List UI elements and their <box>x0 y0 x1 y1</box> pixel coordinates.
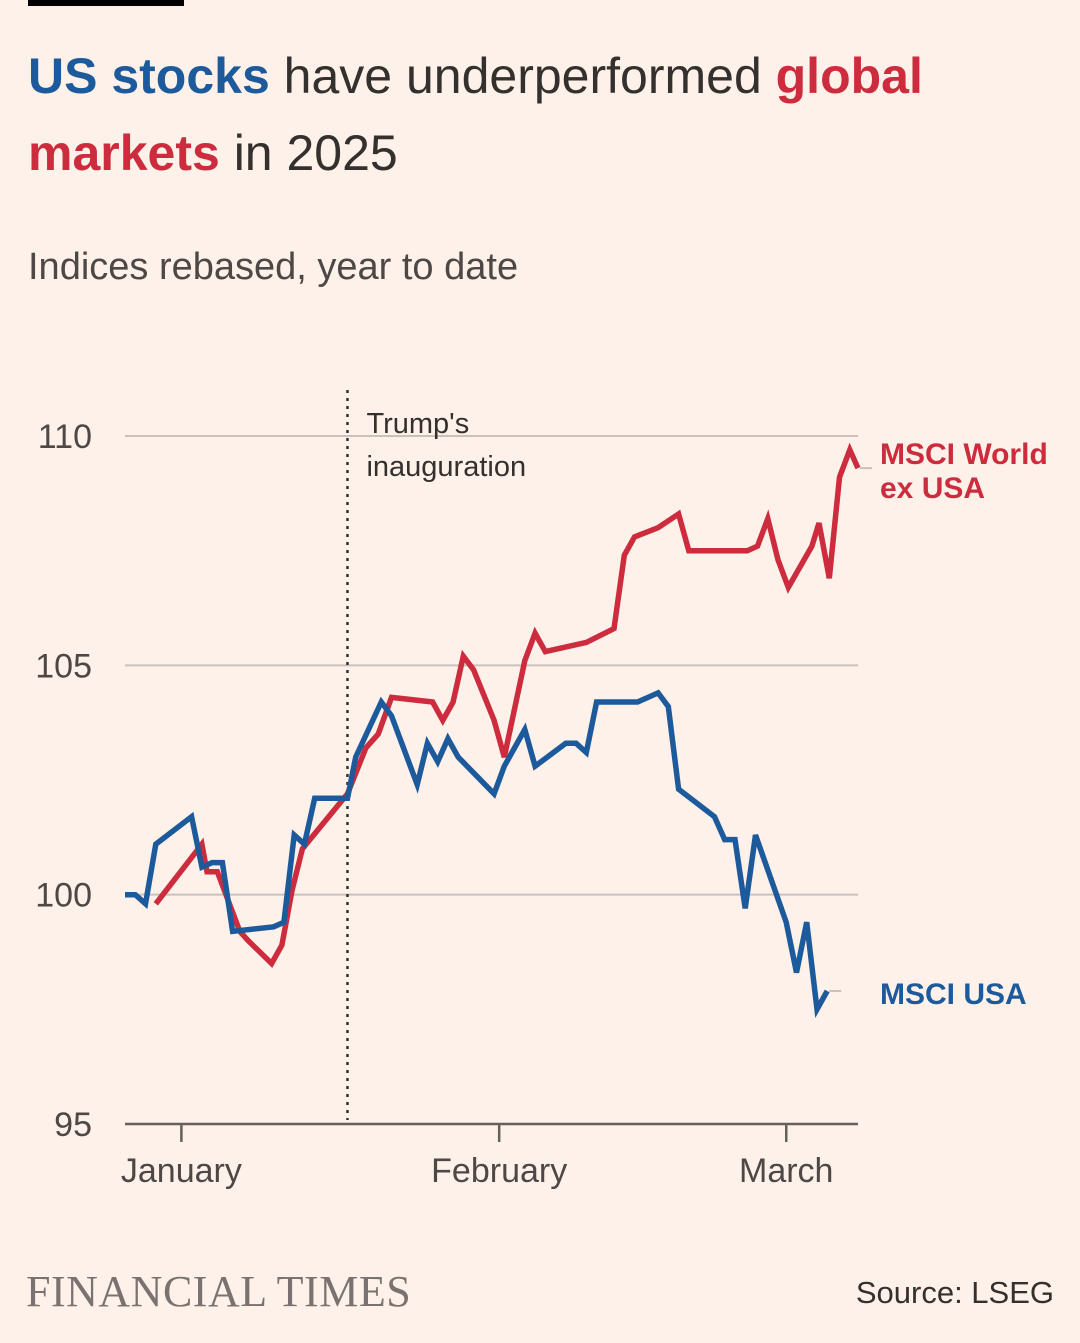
chart-subtitle: Indices rebased, year to date <box>28 246 519 288</box>
y-tick-label-100: 100 <box>35 877 92 915</box>
series-line-msci-usa <box>125 689 830 1019</box>
x-tick-label-january: January <box>121 1152 242 1190</box>
source-note: Source: LSEG <box>855 1275 1054 1310</box>
title-markets: markets <box>28 125 220 181</box>
series-label-msci-usa: MSCI USA <box>880 978 1027 1011</box>
chart-title: US stocks have underperformed global mark… <box>28 38 1028 192</box>
line-chart: 95 100 105 110 January February March Trump's in… <box>35 390 1048 1190</box>
title-middle: have underperformed <box>269 48 776 104</box>
x-tick-label-february: February <box>431 1152 567 1190</box>
y-tick-label-110: 110 <box>38 418 92 456</box>
series-label-msci-world-line1: MSCI World <box>880 438 1048 471</box>
title-us-stocks: US stocks <box>28 48 270 104</box>
annotation-label-line2: inauguration <box>366 451 526 483</box>
x-tick-label-march: March <box>739 1152 833 1190</box>
title-global: global <box>775 48 923 104</box>
annotation-label-line1: Trump's <box>366 408 469 440</box>
title-year: in 2025 <box>219 125 398 181</box>
y-tick-label-95: 95 <box>54 1106 92 1144</box>
ft-logo: FINANCIAL TIMES <box>26 1267 412 1316</box>
y-tick-label-105: 105 <box>35 647 92 685</box>
series-label-msci-world-line2: ex USA <box>880 472 985 505</box>
series-line-msci-world-ex-usa <box>153 442 861 968</box>
top-accent-bar <box>28 0 184 6</box>
